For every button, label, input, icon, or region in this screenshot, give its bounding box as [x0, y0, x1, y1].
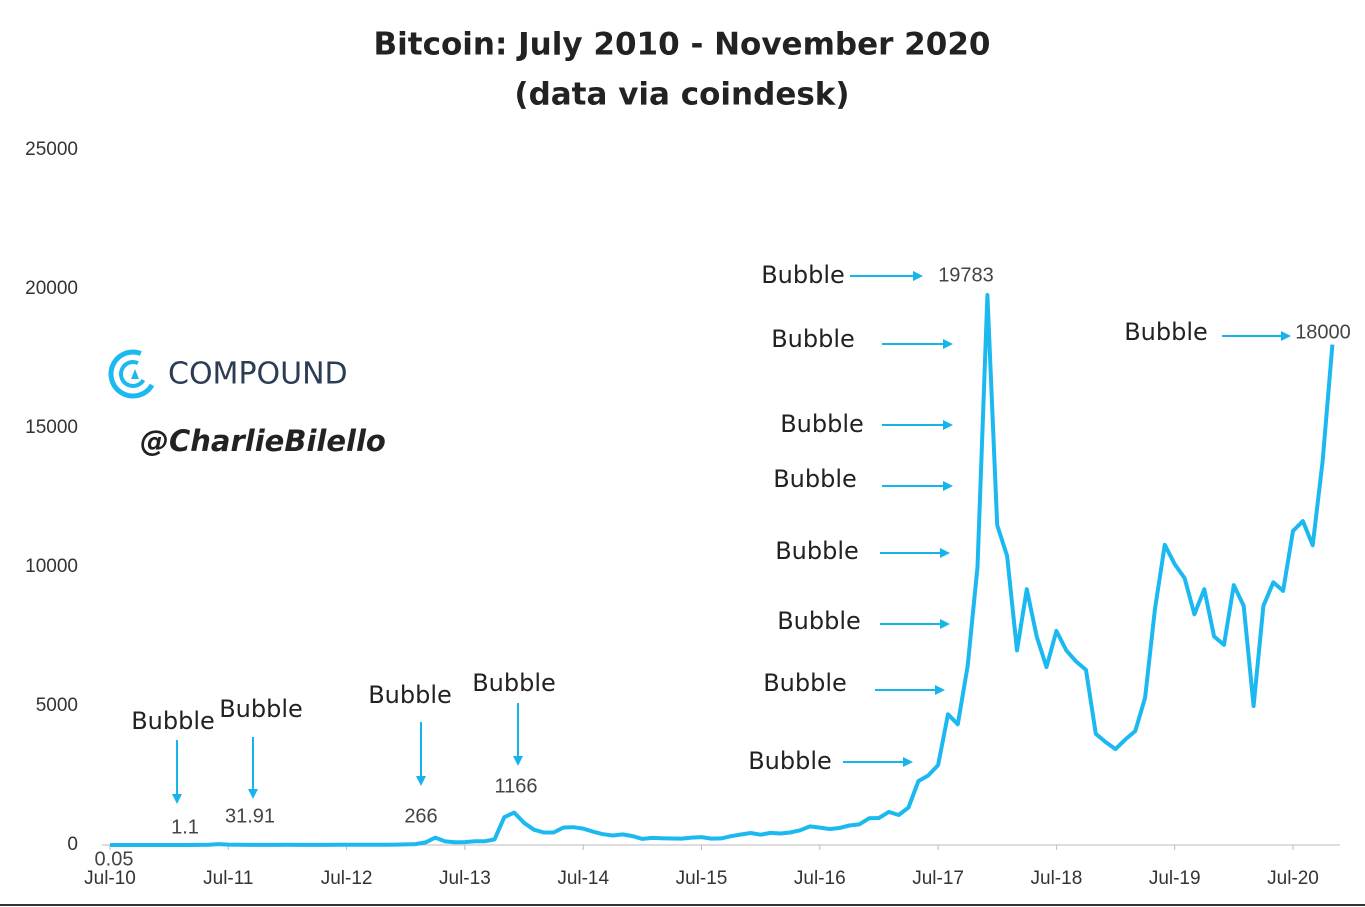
y-tick-label: 15000: [25, 417, 78, 438]
x-tick-label: Jul-10: [84, 868, 136, 889]
chart-title: Bitcoin: July 2010 - November 2020: [374, 27, 991, 63]
annotation-text: Bubble: [780, 410, 864, 438]
annotation-text: Bubble: [748, 747, 832, 775]
annotation-text: Bubble: [131, 707, 215, 735]
data-label: 266: [404, 805, 437, 827]
logo-text: COMPOUND: [168, 357, 348, 392]
annotation-text: Bubble: [777, 607, 861, 635]
annotation-text: Bubble: [763, 669, 847, 697]
annotation-text: Bubble: [1124, 318, 1208, 346]
annotation-text: Bubble: [761, 261, 845, 289]
y-tick-label: 0: [67, 834, 78, 855]
annotation-text: Bubble: [368, 681, 452, 709]
data-label: 31.91: [225, 805, 275, 827]
price-line: [110, 293, 1335, 847]
x-tick-label: Jul-14: [557, 868, 609, 889]
x-tick-label: Jul-11: [203, 868, 253, 889]
chart-subtitle: (data via coindesk): [514, 77, 849, 113]
y-tick-label: 20000: [25, 278, 78, 299]
annotation-text: Bubble: [472, 669, 556, 697]
data-label: 1.1: [171, 816, 199, 838]
data-label: 1166: [494, 775, 537, 797]
x-tick-label: Jul-16: [794, 868, 846, 889]
x-tick-label: Jul-18: [1031, 868, 1083, 889]
annotation-text: Bubble: [219, 695, 303, 723]
data-label: 18000: [1295, 321, 1351, 343]
y-tick-label: 10000: [25, 556, 78, 577]
annotation-text: Bubble: [773, 465, 857, 493]
x-tick-label: Jul-13: [439, 868, 491, 889]
y-tick-label: 25000: [25, 139, 78, 160]
logo: [108, 349, 158, 399]
data-label: 19783: [938, 264, 994, 286]
annotation-text: Bubble: [771, 325, 855, 353]
x-tick-label: Jul-17: [912, 868, 964, 889]
y-tick-label: 5000: [36, 695, 78, 716]
annotation-text: Bubble: [775, 537, 859, 565]
data-label: 0.05: [95, 848, 134, 870]
x-tick-label: Jul-12: [321, 868, 373, 889]
handle: @CharlieBilello: [140, 424, 386, 458]
x-tick-label: Jul-19: [1149, 868, 1201, 889]
x-tick-label: Jul-20: [1267, 868, 1319, 889]
x-tick-label: Jul-15: [676, 868, 728, 889]
